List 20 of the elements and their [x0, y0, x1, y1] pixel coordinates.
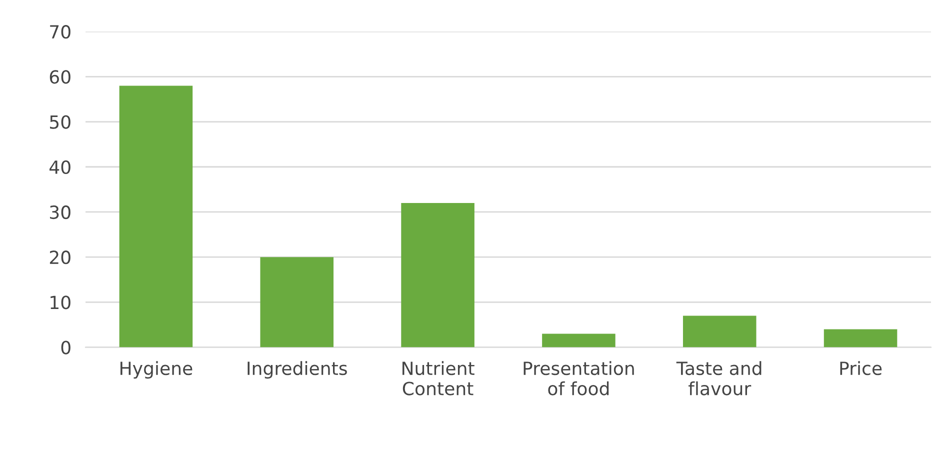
bar [119, 86, 193, 348]
y-tick-label: 60 [50, 70, 70, 84]
x-tick-label: Presentation of food [524, 361, 634, 396]
y-tick-label: 70 [50, 25, 70, 39]
x-tick-label: Hygiene [120, 361, 192, 379]
y-tick-label: 40 [50, 160, 70, 174]
bar [824, 329, 898, 348]
x-tick-label: Price [840, 361, 882, 376]
x-tick-label: Nutrient Content [402, 361, 474, 396]
y-tick-label: 30 [50, 205, 70, 220]
y-tick-label: 20 [50, 250, 70, 264]
x-tick-label: Ingredients [248, 361, 347, 379]
y-tick-label: 0 [61, 340, 70, 354]
bar [542, 334, 616, 348]
bar [682, 316, 756, 348]
bar [260, 257, 334, 348]
y-tick-label: 50 [50, 115, 70, 129]
y-tick-label: 10 [50, 296, 70, 310]
bar [401, 202, 474, 348]
x-tick-label: Taste and flavour [676, 361, 762, 396]
